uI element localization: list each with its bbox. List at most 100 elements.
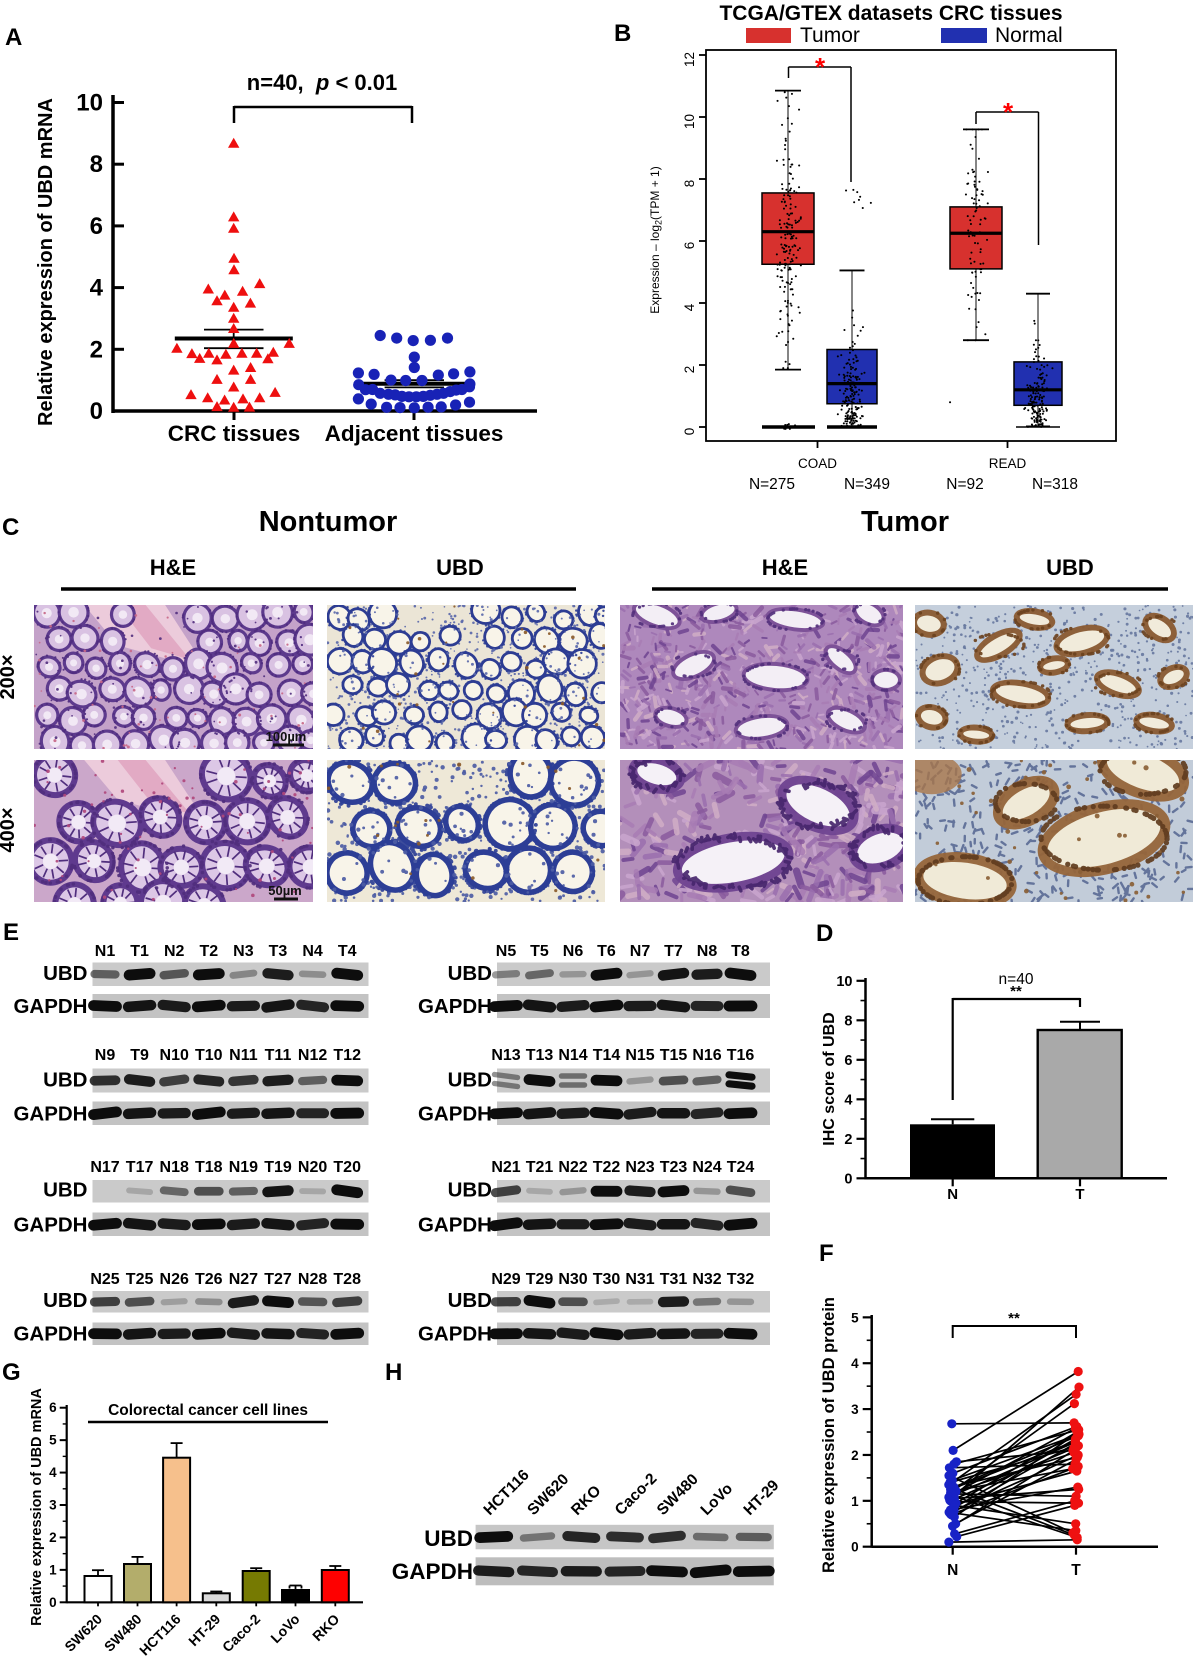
svg-text:T31: T31 [660, 1271, 688, 1288]
svg-text:Relative expression of UBD mRN: Relative expression of UBD mRNA [35, 98, 57, 426]
svg-text:UBD: UBD [424, 1526, 473, 1551]
svg-text:5: 5 [49, 1433, 57, 1448]
svg-text:50µm: 50µm [268, 883, 302, 898]
svg-text:T30: T30 [593, 1271, 621, 1288]
svg-text:T11: T11 [265, 1047, 292, 1064]
svg-text:T: T [1075, 1186, 1084, 1203]
svg-text:N: N [947, 1562, 958, 1579]
svg-text:0: 0 [49, 1595, 57, 1610]
svg-text:T9: T9 [130, 1047, 149, 1064]
svg-text:T14: T14 [593, 1047, 621, 1064]
svg-text:UBD: UBD [43, 1289, 87, 1312]
svg-text:T26: T26 [195, 1271, 223, 1288]
svg-text:T6: T6 [597, 943, 616, 960]
svg-text:UBD: UBD [1046, 555, 1094, 580]
svg-text:GAPDH: GAPDH [13, 1213, 87, 1236]
svg-text:UBD: UBD [43, 1068, 87, 1091]
svg-text:E: E [3, 919, 19, 946]
svg-text:Colorectal cancer cell lines: Colorectal cancer cell lines [108, 1402, 308, 1419]
svg-text:**: ** [1008, 1310, 1020, 1327]
svg-text:N32: N32 [692, 1271, 721, 1288]
svg-text:T19: T19 [264, 1159, 292, 1176]
svg-text:T28: T28 [333, 1271, 361, 1288]
svg-text:2: 2 [90, 336, 103, 363]
svg-text:T16: T16 [727, 1047, 755, 1064]
svg-text:N18: N18 [160, 1159, 189, 1176]
svg-text:5: 5 [851, 1310, 859, 1325]
svg-text:N9: N9 [95, 1047, 116, 1064]
svg-text:GAPDH: GAPDH [13, 995, 87, 1018]
svg-text:6: 6 [682, 242, 697, 250]
svg-text:N16: N16 [692, 1047, 721, 1064]
svg-text:B: B [614, 20, 631, 47]
svg-text:N8: N8 [697, 943, 718, 960]
svg-text:UBD: UBD [436, 555, 484, 580]
svg-text:N29: N29 [491, 1271, 520, 1288]
svg-text:3: 3 [851, 1402, 859, 1417]
svg-text:N21: N21 [491, 1159, 520, 1176]
svg-text:N19: N19 [229, 1159, 258, 1176]
svg-text:T: T [1071, 1562, 1081, 1579]
svg-text:T23: T23 [660, 1159, 688, 1176]
svg-text:N31: N31 [625, 1271, 654, 1288]
svg-text:N=92: N=92 [946, 476, 984, 493]
svg-text:N14: N14 [558, 1047, 587, 1064]
svg-text:2: 2 [682, 366, 697, 374]
svg-text:10: 10 [682, 114, 697, 129]
svg-text:N5: N5 [496, 943, 517, 960]
svg-text:GAPDH: GAPDH [13, 1102, 87, 1125]
svg-text:10: 10 [76, 90, 103, 117]
svg-text:T15: T15 [660, 1047, 688, 1064]
svg-text:Adjacent tissues: Adjacent tissues [325, 421, 504, 446]
svg-text:T24: T24 [727, 1159, 755, 1176]
svg-text:N24: N24 [692, 1159, 721, 1176]
svg-text:T8: T8 [731, 943, 750, 960]
svg-text:T27: T27 [264, 1271, 292, 1288]
svg-text:N=318: N=318 [1032, 476, 1078, 493]
svg-text:N13: N13 [491, 1047, 520, 1064]
svg-text:6: 6 [49, 1400, 57, 1415]
svg-text:N11: N11 [229, 1047, 258, 1064]
svg-text:N1: N1 [95, 943, 116, 960]
svg-text:N7: N7 [630, 943, 651, 960]
svg-text:12: 12 [682, 52, 697, 67]
svg-text:T4: T4 [338, 943, 357, 960]
svg-text:N=275: N=275 [749, 476, 795, 493]
svg-text:H&E: H&E [762, 555, 808, 580]
svg-text:1: 1 [49, 1562, 57, 1577]
svg-text:F: F [819, 1240, 834, 1267]
svg-text:100µm: 100µm [266, 729, 307, 744]
svg-text:N=349: N=349 [844, 476, 890, 493]
svg-text:T5: T5 [530, 943, 549, 960]
svg-text:UBD: UBD [43, 962, 87, 985]
svg-text:0: 0 [844, 1171, 852, 1187]
svg-text:Relative expression of UBD pro: Relative expression of UBD protein [820, 1297, 838, 1573]
svg-text:T32: T32 [727, 1271, 755, 1288]
svg-text:T10: T10 [195, 1047, 223, 1064]
svg-text:4: 4 [682, 303, 697, 311]
svg-text:N17: N17 [90, 1159, 119, 1176]
svg-text:T13: T13 [526, 1047, 554, 1064]
svg-text:C: C [2, 514, 19, 541]
svg-text:10: 10 [836, 974, 852, 990]
svg-text:T12: T12 [333, 1047, 361, 1064]
svg-text:2: 2 [844, 1132, 852, 1148]
svg-text:GAPDH: GAPDH [392, 1559, 473, 1584]
svg-text:G: G [2, 1359, 21, 1386]
svg-text:N20: N20 [298, 1159, 327, 1176]
svg-text:GAPDH: GAPDH [418, 1102, 492, 1125]
svg-text:*: * [1003, 97, 1014, 127]
svg-text:0: 0 [682, 428, 697, 436]
svg-text:6: 6 [844, 1053, 852, 1069]
svg-text:T7: T7 [664, 943, 683, 960]
svg-text:T29: T29 [526, 1271, 554, 1288]
svg-text:T18: T18 [195, 1159, 223, 1176]
svg-text:N15: N15 [625, 1047, 654, 1064]
svg-text:A: A [5, 24, 22, 51]
svg-text:CRC tissues: CRC tissues [168, 421, 301, 446]
svg-text:UBD: UBD [448, 1289, 492, 1312]
svg-text:UBD: UBD [448, 962, 492, 985]
svg-text:GAPDH: GAPDH [418, 995, 492, 1018]
svg-text:2: 2 [49, 1530, 57, 1545]
svg-text:4: 4 [49, 1465, 57, 1480]
